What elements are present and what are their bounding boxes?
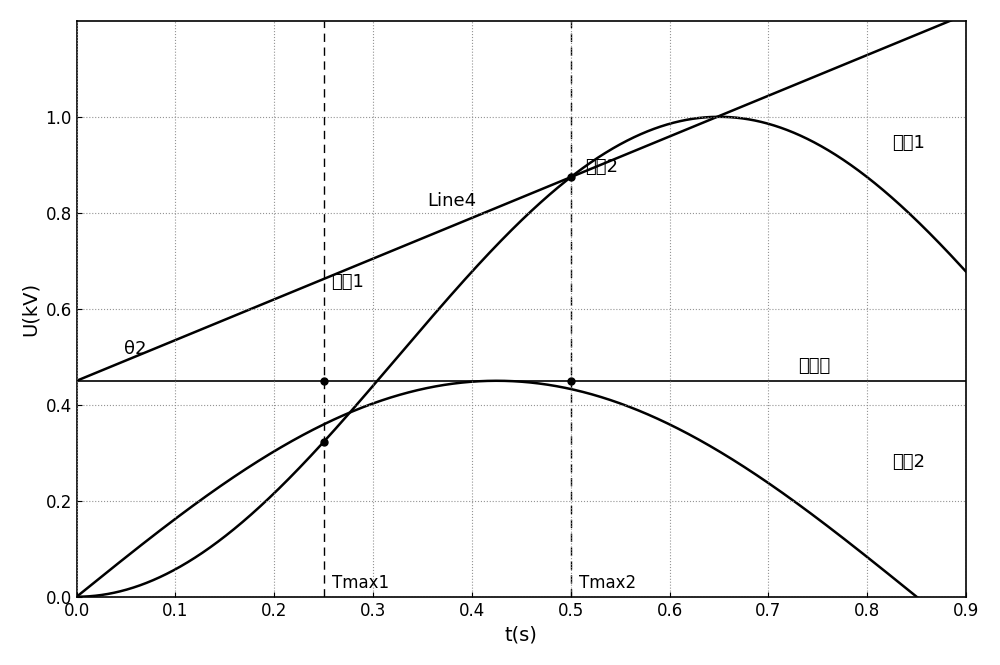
Text: Line4: Line4 — [427, 192, 477, 209]
Y-axis label: U(kV): U(kV) — [21, 282, 40, 336]
Text: 曲煳1: 曲煳1 — [892, 134, 925, 152]
Text: 切点1: 切点1 — [332, 273, 364, 291]
Text: Tmax2: Tmax2 — [579, 574, 636, 592]
Text: Tmax1: Tmax1 — [332, 574, 389, 592]
X-axis label: t(s): t(s) — [505, 625, 538, 644]
Text: θ2: θ2 — [124, 340, 147, 358]
Text: 切点2: 切点2 — [586, 158, 619, 176]
Text: 曲煳2: 曲煳2 — [892, 453, 925, 471]
Text: 水平线: 水平线 — [798, 357, 830, 375]
